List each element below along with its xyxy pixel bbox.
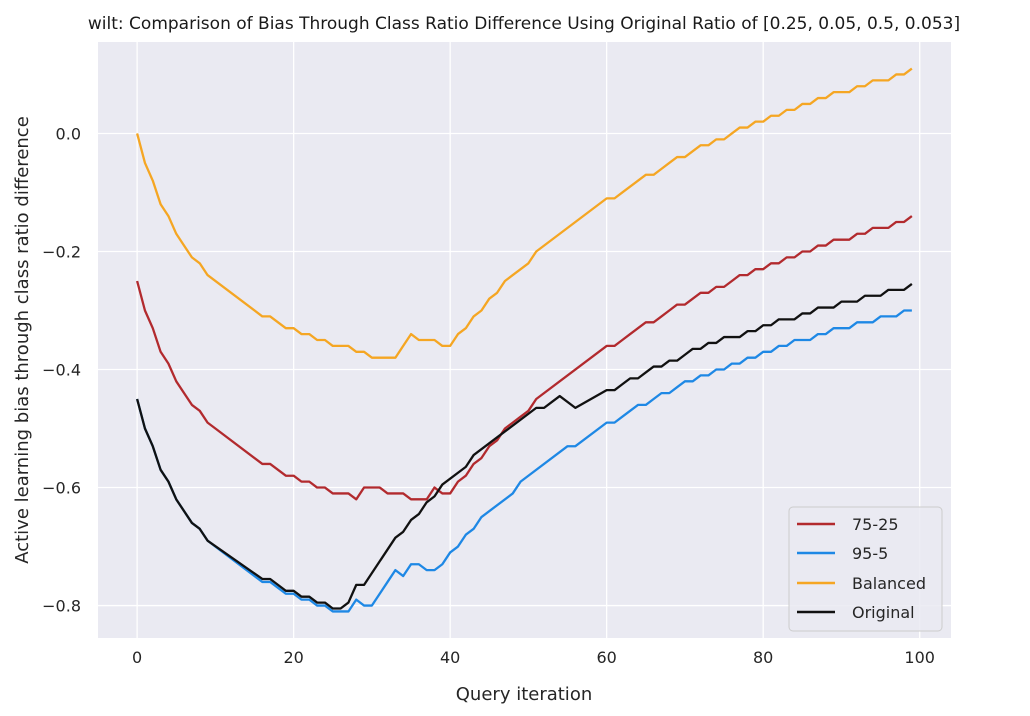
x-tick-label: 60 — [596, 648, 616, 667]
legend-label-75-25: 75-25 — [852, 515, 899, 534]
x-axis-label: Query iteration — [456, 684, 592, 705]
x-tick-label: 20 — [283, 648, 303, 667]
y-tick-labels: −0.8 −0.6 −0.4 −0.2 0.0 — [42, 124, 81, 615]
legend-box — [788, 506, 943, 632]
x-tick-label: 100 — [904, 648, 935, 667]
legend-label-balanced: Balanced — [852, 574, 926, 593]
y-tick-label: 0.0 — [56, 124, 81, 143]
series-line-75-25 — [136, 215, 913, 501]
y-axis-label: Active learning bias through class ratio… — [12, 116, 33, 564]
series-line-balanced — [136, 67, 913, 359]
series-line-95-5 — [136, 309, 912, 613]
x-tick-label: 40 — [440, 648, 460, 667]
x-tick-label: 0 — [132, 648, 142, 667]
y-tick-label: −0.6 — [42, 479, 81, 498]
y-tick-label: −0.2 — [42, 242, 81, 261]
legend: 75-25 95-5 Balanced Original — [788, 506, 943, 632]
y-tick-label: −0.4 — [42, 361, 81, 380]
legend-label-original: Original — [852, 603, 915, 622]
x-tick-label: 80 — [753, 648, 773, 667]
y-tick-label: −0.8 — [42, 597, 81, 616]
legend-label-95-5: 95-5 — [852, 544, 888, 563]
chart-title: wilt: Comparison of Bias Through Class R… — [88, 14, 960, 34]
series-line-original — [136, 283, 913, 610]
series-lines — [136, 67, 913, 613]
x-tick-labels: 0 20 40 60 80 100 — [132, 648, 935, 667]
